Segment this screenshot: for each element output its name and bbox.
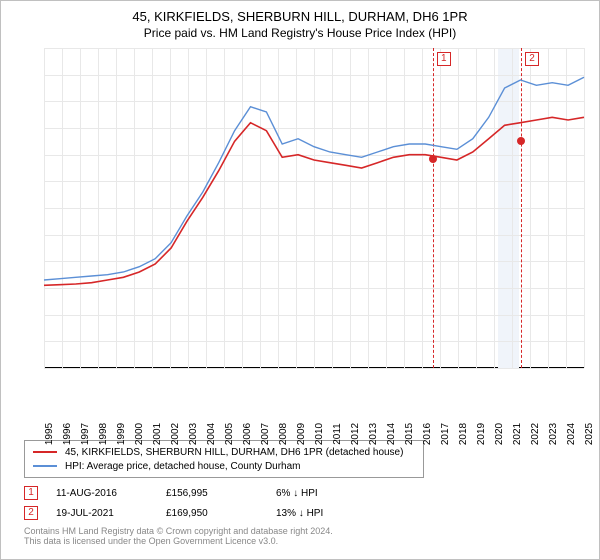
series-line [44, 77, 584, 280]
x-tick-label: 2002 [170, 423, 181, 445]
footer: Contains HM Land Registry data © Crown c… [24, 526, 584, 546]
x-tick-label: 1999 [116, 423, 127, 445]
footer-line-2: This data is licensed under the Open Gov… [24, 536, 584, 546]
title-area: 45, KIRKFIELDS, SHERBURN HILL, DURHAM, D… [16, 9, 584, 40]
sale-row-1: 1 11-AUG-2016 £156,995 6% ↓ HPI [24, 486, 584, 500]
x-tick-label: 2015 [404, 423, 415, 445]
x-tick-label: 2006 [242, 423, 253, 445]
plot-area: 12 [44, 48, 584, 368]
legend-row-2: HPI: Average price, detached house, Coun… [33, 459, 415, 473]
x-tick-label: 2021 [512, 423, 523, 445]
x-tick-label: 2014 [386, 423, 397, 445]
sale-point-dot [429, 155, 437, 163]
x-tick-label: 1996 [62, 423, 73, 445]
chart-title: 45, KIRKFIELDS, SHERBURN HILL, DURHAM, D… [16, 9, 584, 24]
x-tick-label: 2009 [296, 423, 307, 445]
x-tick-label: 2023 [548, 423, 559, 445]
x-tick-label: 2000 [134, 423, 145, 445]
x-tick-label: 2008 [278, 423, 289, 445]
x-tick-label: 2004 [206, 423, 217, 445]
legend: 45, KIRKFIELDS, SHERBURN HILL, DURHAM, D… [24, 440, 424, 478]
series-line [44, 117, 584, 285]
sale-price-2: £169,950 [166, 508, 276, 519]
chart-container: 45, KIRKFIELDS, SHERBURN HILL, DURHAM, D… [0, 0, 600, 560]
x-tick-label: 2005 [224, 423, 235, 445]
chart-subtitle: Price paid vs. HM Land Registry's House … [16, 26, 584, 40]
gridline-h [44, 368, 584, 369]
x-tick-label: 2017 [440, 423, 451, 445]
x-tick-label: 2018 [458, 423, 469, 445]
sale-date-1: 11-AUG-2016 [56, 488, 166, 499]
x-tick-label: 2011 [332, 423, 343, 445]
x-tick-label: 2019 [476, 423, 487, 445]
chart-area: 12 £0£20K£40K£60K£80K£100K£120K£140K£160… [44, 48, 584, 398]
legend-swatch-red [33, 451, 57, 453]
sale-marker-2: 2 [24, 506, 38, 520]
sale-marker-1: 1 [24, 486, 38, 500]
x-tick-label: 2001 [152, 423, 163, 445]
x-tick-label: 2020 [494, 423, 505, 445]
x-tick-label: 2024 [566, 423, 577, 445]
legend-swatch-blue [33, 465, 57, 467]
sale-delta-1: 6% ↓ HPI [276, 488, 386, 499]
x-tick-label: 2010 [314, 423, 325, 445]
sale-price-1: £156,995 [166, 488, 276, 499]
x-tick-label: 1997 [80, 423, 91, 445]
x-tick-label: 1998 [98, 423, 109, 445]
sale-delta-2: 13% ↓ HPI [276, 508, 386, 519]
x-tick-label: 2025 [584, 423, 595, 445]
x-tick-label: 2003 [188, 423, 199, 445]
x-tick-label: 2022 [530, 423, 541, 445]
line-series-svg [44, 48, 584, 368]
sale-point-dot [517, 137, 525, 145]
sale-row-2: 2 19-JUL-2021 £169,950 13% ↓ HPI [24, 506, 584, 520]
sale-table: 1 11-AUG-2016 £156,995 6% ↓ HPI 2 19-JUL… [24, 486, 584, 520]
x-tick-label: 2007 [260, 423, 271, 445]
gridline-v [584, 48, 585, 368]
sale-date-2: 19-JUL-2021 [56, 508, 166, 519]
x-tick-label: 2016 [422, 423, 433, 445]
x-tick-label: 2013 [368, 423, 379, 445]
legend-label-2: HPI: Average price, detached house, Coun… [65, 461, 301, 472]
x-tick-label: 2012 [350, 423, 361, 445]
footer-line-1: Contains HM Land Registry data © Crown c… [24, 526, 584, 536]
legend-label-1: 45, KIRKFIELDS, SHERBURN HILL, DURHAM, D… [65, 447, 403, 458]
legend-row-1: 45, KIRKFIELDS, SHERBURN HILL, DURHAM, D… [33, 445, 415, 459]
x-tick-label: 1995 [44, 423, 55, 445]
